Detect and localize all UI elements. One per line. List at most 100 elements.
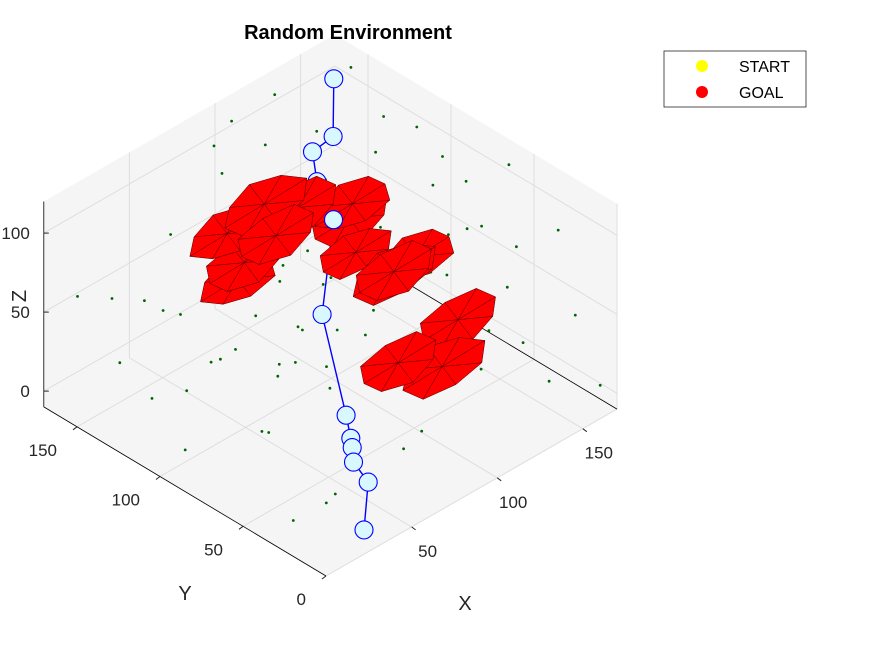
random-point [447,233,450,237]
random-point [263,143,267,147]
random-point [219,357,222,361]
random-point [118,361,122,365]
y-tick-mark [238,525,244,530]
obstacle-face [352,183,391,205]
random-point [420,429,424,433]
random-point [364,333,367,337]
random-point [505,285,509,289]
legend-goal-marker [696,86,708,98]
y-tick-label: 100 [112,491,140,510]
x-tick-label: 150 [585,444,613,463]
random-point [281,264,285,267]
random-point [150,397,154,400]
random-point [329,276,333,279]
obstacle-face [442,340,486,367]
y-tick-label: 50 [204,540,223,559]
y-tick-mark [321,575,327,580]
random-point [431,183,435,187]
random-point [273,93,277,96]
z-axis-label: Z [9,290,31,302]
back-wall-pane [43,34,335,407]
random-point [465,227,469,231]
x-tick-mark [582,428,588,433]
random-point [220,172,224,175]
random-point [306,249,309,253]
axes-grid [43,54,618,577]
random-point [179,313,182,316]
random-point [234,348,237,351]
legend[interactable]: START GOAL [663,50,807,108]
obstacle-face [393,248,432,272]
random-point [291,519,295,522]
random-point [507,163,511,167]
legend-goal-label: GOAL [739,85,784,102]
chart-title: Random Environment [244,22,452,44]
y-tick-mark [72,426,78,431]
random-point [183,448,187,452]
y-axis-edge [43,406,327,577]
y-tick-mark [155,476,161,480]
random-point [349,66,353,69]
path-waypoint [323,210,344,230]
x-tick-label: 100 [499,493,527,512]
random-point [209,360,213,364]
random-point [556,228,560,232]
z-tick-label: 50 [11,303,30,322]
obstacle-face [275,212,314,236]
x-tick-label: 50 [418,542,437,561]
grid-line-x-floor [129,357,412,528]
path-waypoint [312,304,332,325]
random-point [294,361,297,364]
obstacle [237,203,314,265]
z-tick-label: 0 [20,382,29,401]
obstacle-face [398,339,436,364]
grid-line-z-back [43,144,336,313]
random-point [573,313,577,317]
random-point [547,379,551,383]
random-point [212,144,216,148]
random-point [415,125,419,129]
path-waypoint [354,520,374,540]
random-point [110,297,114,300]
grid-line-y-floor [159,309,452,477]
random-point [277,362,281,366]
path-waypoint [324,69,344,89]
grid-line-z-back [43,65,336,234]
random-point [479,367,483,371]
legend-start-label: START [739,59,790,76]
y-tick-label: 0 [297,590,306,609]
random-point [267,431,271,434]
random-point [301,328,304,332]
obstacle-face [355,230,392,253]
grid-line-z-right [334,144,618,315]
random-point [480,224,483,228]
y-tick-label: 150 [29,441,57,460]
random-point [521,341,525,344]
path-waypoint [323,126,343,147]
path-waypoint [336,405,356,425]
random-point [296,325,300,329]
path-waypoint [358,472,378,492]
random-point [278,280,282,283]
random-point [161,309,165,312]
random-point [185,389,189,392]
grid-line-x-floor [214,308,498,479]
random-point [372,308,375,312]
path-waypoint [302,142,323,162]
obstacle-face [264,177,308,205]
random-point [143,299,146,302]
random-point [260,430,264,433]
random-point [230,119,234,123]
grid-line-y-floor [242,358,535,527]
obstacle-face [298,184,337,208]
random-point [321,283,325,286]
legend-start-marker [696,60,708,72]
random-point [76,295,79,298]
random-point [487,329,491,332]
scene-objects [189,69,496,540]
axes-ticks: 50 100 150 0 50 100 150 0 50 100 [1,224,613,609]
x-tick-mark [411,526,416,531]
grid-line-y-floor [76,259,369,428]
x-axis-label: X [458,593,471,615]
grid-line-z-right [334,65,618,236]
